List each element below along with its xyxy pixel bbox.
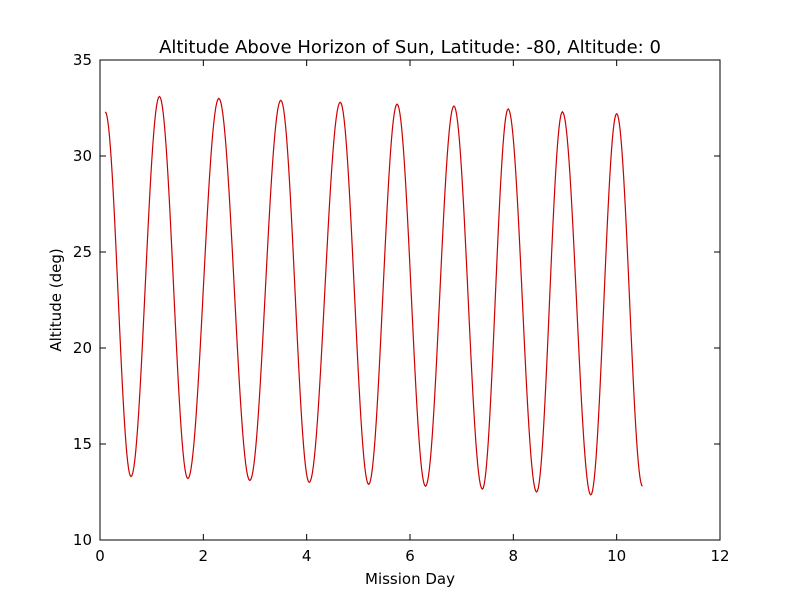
y-tick-label: 20: [73, 339, 92, 357]
y-tick-label: 25: [73, 243, 92, 261]
chart-title: Altitude Above Horizon of Sun, Latitude:…: [159, 37, 661, 58]
y-axis-label-group: Altitude (deg): [47, 248, 65, 351]
x-tick-label: 12: [710, 547, 729, 565]
x-tick-label: 4: [302, 547, 312, 565]
y-axis: 10 15 20 25 30 35: [73, 51, 720, 549]
y-axis-label: Altitude (deg): [47, 248, 65, 351]
x-axis: 0 2 4 6 8 10 12: [95, 60, 730, 565]
x-tick-label: 2: [199, 547, 209, 565]
x-tick-label: 10: [607, 547, 626, 565]
altitude-series-line: [104, 95, 643, 496]
y-tick-label: 30: [73, 147, 92, 165]
y-tick-label: 10: [73, 531, 92, 549]
plot-area: [99, 59, 721, 541]
x-tick-label: 6: [405, 547, 415, 565]
x-tick-label: 8: [509, 547, 519, 565]
y-tick-label: 35: [73, 51, 92, 69]
x-axis-label: Mission Day: [365, 570, 455, 588]
x-tick-label: 0: [95, 547, 105, 565]
y-tick-label: 15: [73, 435, 92, 453]
x-axis-label-group: Mission Day: [365, 570, 455, 588]
